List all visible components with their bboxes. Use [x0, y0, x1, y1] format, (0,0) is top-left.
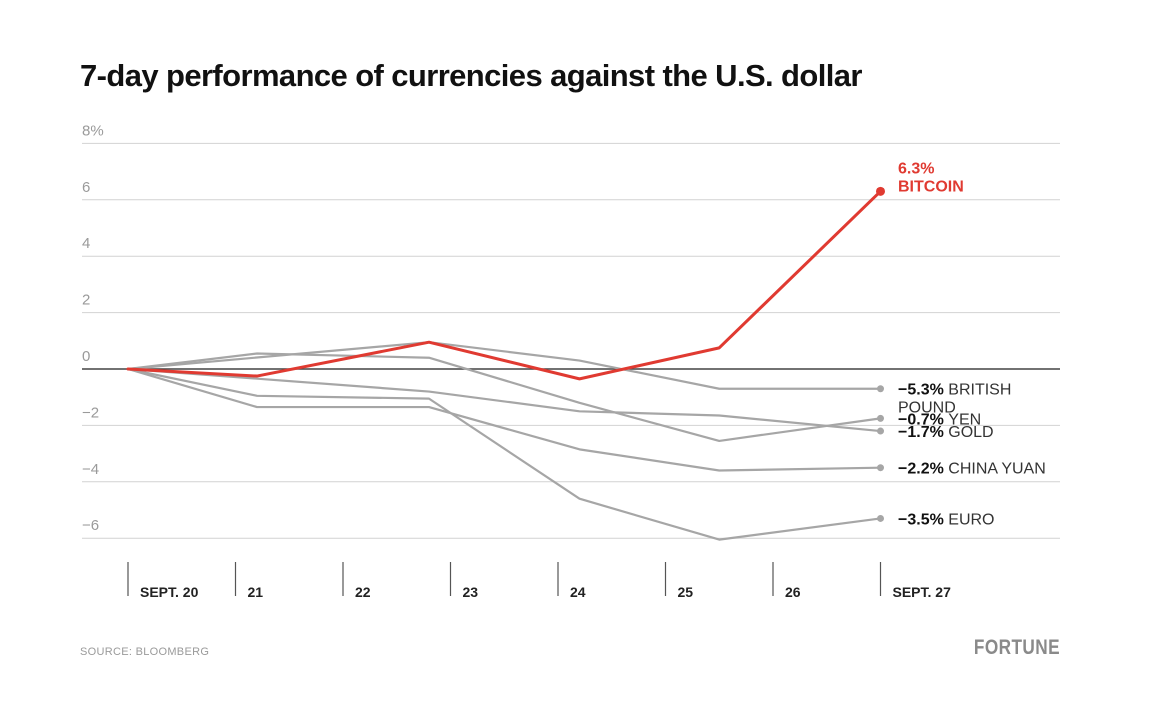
series-value-label-euro: −3.5% — [898, 511, 948, 528]
y-tick-label: 6 — [82, 179, 90, 196]
series-end-dot-china-yuan — [877, 464, 884, 472]
series-name-label-china-yuan: CHINA YUAN — [948, 461, 1046, 478]
y-tick-label: −2 — [82, 404, 99, 421]
y-tick-label: 0 — [82, 348, 90, 365]
y-tick-label: 4 — [82, 235, 90, 252]
y-tick-label: 8% — [82, 122, 104, 139]
y-tick-label: −6 — [82, 517, 99, 534]
series-end-dot-yen — [877, 414, 884, 422]
series-name-label-yen: YEN — [948, 411, 981, 428]
series-line-bitcoin — [126, 189, 882, 381]
series-end-dot-bitcoin — [876, 186, 885, 196]
x-tick-label: 22 — [355, 584, 371, 600]
series-label-gold: −1.7% GOLD — [898, 424, 994, 441]
series-end-dot-gold — [877, 427, 884, 435]
y-tick-label: 2 — [82, 292, 90, 309]
series-label-euro: −3.5% EURO — [898, 511, 995, 528]
x-tick-label: 23 — [463, 584, 479, 600]
source-note: SOURCE: BLOOMBERG — [80, 646, 210, 658]
series-value-label-gold: −1.7% — [898, 424, 948, 441]
series-line-yen — [126, 352, 882, 443]
x-tick-label: 24 — [570, 584, 586, 600]
series-end-dot-euro — [877, 514, 884, 522]
series-line-china-yuan — [126, 367, 882, 472]
series-value-label-yen: −0.7% — [898, 411, 948, 428]
series-name-label-euro: EURO — [948, 511, 994, 528]
series-name-label-line-british-pound: POUND — [898, 400, 956, 417]
x-tick-label: 21 — [248, 584, 264, 600]
x-tick-label: SEPT. 27 — [893, 584, 952, 600]
series-value-label-bitcoin: 6.3% — [898, 160, 934, 177]
x-tick-label: 25 — [678, 584, 694, 600]
series-value-label-british-pound: −5.3% — [898, 382, 948, 399]
series-name-label-bitcoin: BITCOIN — [898, 178, 964, 195]
series-label-yen: −0.7% YEN — [898, 411, 981, 428]
x-tick-label: 26 — [785, 584, 801, 600]
x-tick-label: SEPT. 20 — [140, 584, 199, 600]
series-label-british-pound: −5.3% BRITISH — [898, 382, 1011, 399]
series-label-china-yuan: −2.2% CHINA YUAN — [898, 461, 1046, 478]
fortune-logo: FORTUNE — [973, 636, 1060, 659]
series-line-british-pound — [126, 341, 882, 390]
series-line-gold — [126, 367, 882, 433]
series-name-label-british-pound: BRITISH — [948, 382, 1011, 399]
series-value-label-china-yuan: −2.2% — [898, 461, 948, 478]
y-tick-label: −4 — [82, 461, 99, 478]
series-end-dot-british-pound — [877, 385, 884, 393]
series-line-euro — [126, 367, 882, 541]
series-name-label-gold: GOLD — [948, 424, 993, 441]
chart-title: 7-day performance of currencies against … — [80, 58, 862, 93]
